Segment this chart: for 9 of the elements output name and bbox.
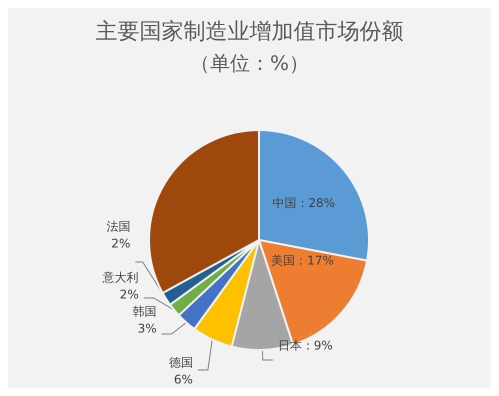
data-label: 法国 2%	[106, 220, 130, 250]
data-label: 意大利 2%	[102, 270, 139, 302]
data-label: 美国：17%	[271, 254, 334, 268]
data-label: 韩国 3%	[132, 304, 157, 336]
chart-subtitle: （单位：%）	[190, 51, 310, 75]
data-label: 日本：9%	[278, 338, 333, 352]
data-label: 德国 6%	[168, 356, 193, 386]
chart-title: 主要国家制造业增加值市场份额	[96, 20, 404, 44]
data-label: 中国：28%	[272, 196, 336, 210]
